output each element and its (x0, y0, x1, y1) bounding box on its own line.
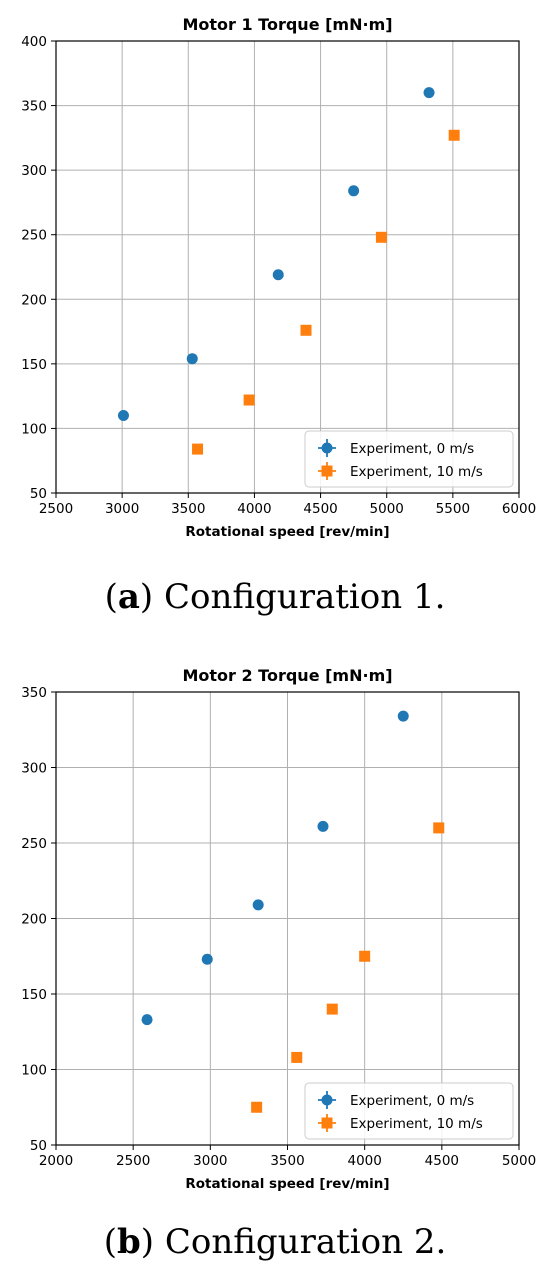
chart-b: Motor 2 Torque [mN·m] 2000 2500 3000 3500 400… (21, 666, 536, 1262)
x-tick-label: 2500 (39, 501, 73, 517)
data-point-series-0 (117, 410, 129, 422)
y-tick-label: 200 (21, 292, 47, 308)
y-tick-label: 250 (21, 836, 47, 852)
y-tick-label: 250 (21, 228, 47, 244)
y-tick-label: 50 (30, 486, 47, 502)
x-tick-label: 3000 (193, 1153, 227, 1169)
data-point-series-0 (186, 353, 198, 365)
data-point-series-1 (375, 231, 387, 243)
y-tick-label: 100 (21, 1063, 47, 1079)
x-tick-label: 2000 (39, 1153, 73, 1169)
data-point-series-1 (192, 443, 204, 455)
x-tick-label: 3000 (105, 501, 139, 517)
data-point-series-0 (272, 269, 284, 281)
data-point-series-0 (397, 710, 409, 722)
data-point-series-0 (252, 899, 264, 911)
legend-marker-square (321, 1117, 333, 1129)
legend: Experiment, 0 m/s Experiment, 10 m/s (304, 430, 514, 488)
x-tick-label: 5000 (502, 1153, 536, 1169)
x-tick-label: 4000 (347, 1153, 381, 1169)
data-point-series-1 (448, 129, 460, 141)
x-tick-label: 4000 (237, 501, 271, 517)
x-tick-label: 4500 (425, 1153, 459, 1169)
chart-title: Motor 1 Torque [mN·m] (182, 15, 392, 34)
x-tick-label: 2500 (116, 1153, 150, 1169)
x-tick-label: 5000 (370, 501, 404, 517)
figure-caption: (b) Configuration 2. (104, 1222, 447, 1262)
data-point-series-1 (433, 822, 445, 834)
caption-close-paren: ) (140, 577, 164, 617)
x-tick-label: 3500 (171, 501, 205, 517)
data-point-series-0 (317, 820, 329, 832)
data-point-series-1 (291, 1051, 303, 1063)
caption-close-paren: ) (141, 1222, 165, 1262)
legend-label: Experiment, 0 m/s (350, 441, 474, 457)
legend-marker-circle (321, 1094, 333, 1106)
caption-open-paren: ( (104, 1222, 117, 1262)
x-axis-label: Rotational speed [rev/min] (185, 524, 389, 540)
data-point-series-0 (423, 87, 435, 99)
data-point-series-1 (251, 1101, 263, 1113)
y-tick-label: 150 (21, 357, 47, 373)
y-tick-label: 100 (21, 421, 47, 437)
legend-box (304, 430, 514, 488)
legend: Experiment, 0 m/s Experiment, 10 m/s (304, 1082, 514, 1140)
caption-text: Configuration 2. (165, 1222, 446, 1262)
x-tick-label: 5500 (436, 501, 470, 517)
legend-label: Experiment, 10 m/s (350, 1116, 483, 1132)
legend-box (304, 1082, 514, 1140)
legend-marker-square (321, 465, 333, 477)
x-tick-label: 3500 (270, 1153, 304, 1169)
legend-label: Experiment, 10 m/s (350, 464, 483, 480)
y-tick-label: 350 (21, 99, 47, 115)
caption-text: Configuration 1. (164, 577, 445, 617)
y-tick-label: 300 (21, 761, 47, 777)
y-tick-label: 200 (21, 912, 47, 928)
data-point-series-0 (141, 1014, 153, 1026)
figure-caption: (a) Configuration 1. (105, 577, 446, 617)
caption-open-paren: ( (105, 577, 118, 617)
y-tick-label: 150 (21, 987, 47, 1003)
y-tick-label: 300 (21, 163, 47, 179)
data-point-series-1 (300, 324, 312, 336)
caption-label: b (117, 1222, 141, 1262)
caption-label: a (118, 577, 140, 617)
x-axis-label: Rotational speed [rev/min] (185, 1176, 389, 1192)
data-point-series-0 (201, 953, 213, 965)
plot-frame (55, 40, 520, 494)
data-point-series-1 (326, 1003, 338, 1015)
y-tick-label: 50 (30, 1138, 47, 1154)
data-point-series-1 (359, 950, 371, 962)
chart-title: Motor 2 Torque [mN·m] (182, 666, 392, 685)
x-tick-label: 4500 (303, 501, 337, 517)
x-tick-label: 6000 (502, 501, 536, 517)
y-tick-label: 350 (21, 685, 47, 701)
legend-marker-circle (321, 442, 333, 454)
data-point-series-0 (348, 185, 360, 197)
data-point-series-1 (243, 394, 255, 406)
chart-a: Motor 1 Torque [mN·m] 2500 3000 3500 4000 450… (21, 15, 536, 617)
y-tick-label: 400 (21, 34, 47, 50)
legend-label: Experiment, 0 m/s (350, 1093, 474, 1109)
